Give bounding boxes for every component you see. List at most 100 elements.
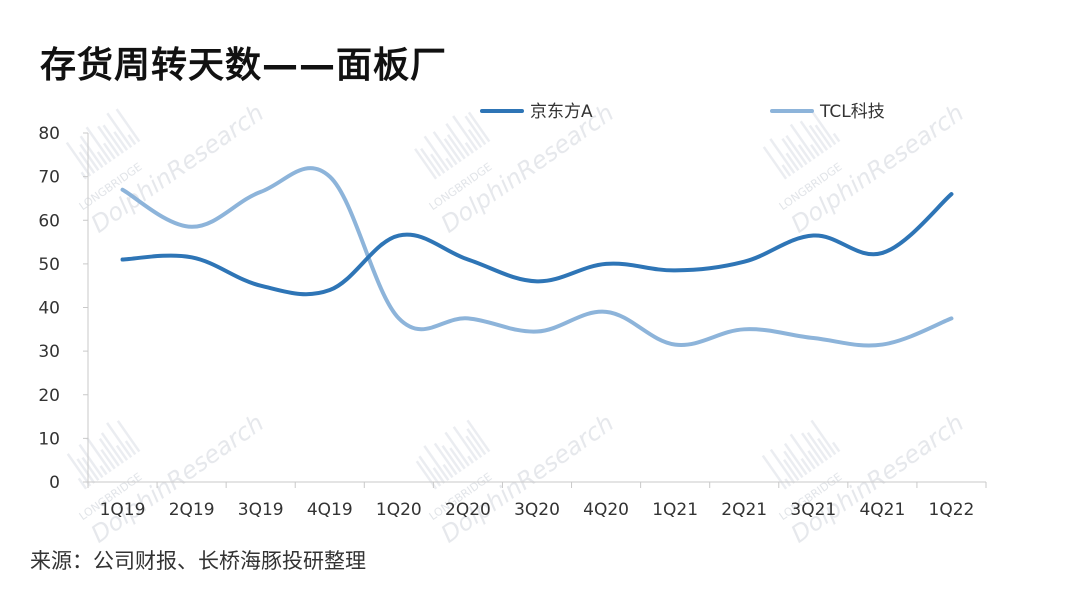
- watermark-bar: [124, 440, 137, 456]
- watermark-bar: [432, 467, 446, 484]
- x-tick-label: 2Q19: [169, 500, 215, 520]
- watermark-bar: [432, 131, 458, 166]
- y-tick-label: 30: [38, 342, 60, 362]
- y-tick-label: 60: [38, 211, 60, 231]
- watermark-bar: [789, 123, 816, 160]
- watermark-bar: [79, 135, 104, 169]
- x-tick-label: 3Q19: [238, 500, 284, 520]
- watermark-bar: [443, 138, 462, 163]
- watermark-bar: [81, 456, 100, 481]
- watermark-bar: [446, 134, 466, 160]
- watermark-bar: [102, 124, 124, 154]
- watermark-bar: [100, 448, 116, 470]
- watermark-bar: [80, 171, 88, 180]
- watermark-bar: [441, 445, 462, 473]
- watermark-bar: [100, 432, 124, 464]
- watermark-bar: [106, 112, 133, 149]
- watermark-bar: [85, 437, 112, 473]
- watermark-bar: [96, 151, 108, 166]
- watermark-bar: [445, 157, 454, 169]
- watermark-bar: [785, 134, 808, 166]
- watermark-bar: [769, 448, 796, 484]
- watermark-bar: [808, 124, 829, 151]
- x-tick-labels: 1Q19 2Q19 3Q19 4Q19 1Q20 2Q20 3Q20 4Q20 1Q21 2Q21…: [100, 500, 975, 520]
- watermark-bar: [781, 164, 792, 177]
- watermark-bar: [65, 141, 92, 177]
- x-tick-label: 3Q20: [514, 500, 560, 520]
- y-tick-labels: 0 10 20 30 40 50 60 70 80: [38, 124, 60, 493]
- source-note: 来源：公司财报、长桥海豚投研整理: [30, 549, 366, 573]
- watermark-bar: [801, 432, 824, 464]
- watermark-bar: [761, 454, 788, 490]
- watermark-bar: [799, 120, 824, 154]
- watermark-bar: [414, 148, 438, 180]
- watermark-bar: [76, 458, 96, 484]
- watermark-bar: [807, 450, 820, 467]
- watermark-bar: [430, 153, 446, 174]
- y-tick-label: 80: [38, 124, 60, 144]
- x-tick-label: 3Q21: [790, 500, 836, 520]
- legend-label: 京东方A: [530, 102, 593, 122]
- chart-title: 存货周转天数——面板厂: [40, 45, 448, 86]
- x-tick-label: 1Q21: [652, 500, 698, 520]
- y-tick-label: 20: [38, 386, 60, 406]
- watermark-bar: [420, 147, 442, 177]
- y-tick-label: 40: [38, 299, 60, 319]
- watermark-bar: [442, 463, 454, 479]
- x-tick-label: 1Q22: [929, 500, 975, 520]
- watermark-bar: [116, 420, 141, 453]
- watermark-bar: [113, 131, 129, 151]
- watermark-bar: [452, 426, 479, 461]
- x-tick-label: 2Q21: [721, 500, 767, 520]
- watermark-main-text: DolphinResearch: [786, 409, 969, 549]
- series-lines: [120, 166, 954, 348]
- watermark-bar: [445, 123, 470, 157]
- watermark-main-text: DolphinResearch: [86, 99, 269, 239]
- watermark-bar: [115, 108, 141, 143]
- watermark-bar: [433, 442, 458, 476]
- watermark-bar: [102, 142, 116, 160]
- watermark-bar: [811, 110, 837, 146]
- y-tick-label: 0: [49, 473, 60, 493]
- watermark-bar: [814, 124, 833, 149]
- watermark-bar: [79, 143, 100, 171]
- watermark-bar: [783, 442, 808, 476]
- watermark-bar: [467, 128, 483, 149]
- watermark-bar: [106, 422, 133, 459]
- watermark-bar: [78, 443, 104, 479]
- watermark-bar: [785, 152, 800, 171]
- x-tick-label: 4Q21: [859, 500, 905, 520]
- series-line-boe: [120, 192, 954, 297]
- x-tick-label: 4Q20: [583, 500, 629, 520]
- watermark-bar: [781, 137, 804, 169]
- axes: [83, 132, 987, 488]
- watermark-bar: [467, 455, 474, 464]
- x-tick-label: 4Q19: [307, 500, 353, 520]
- x-tick-label: 1Q20: [376, 500, 422, 520]
- x-tick-label: 1Q19: [100, 500, 146, 520]
- watermark-bar: [449, 447, 466, 470]
- series-line-tcl: [120, 166, 954, 348]
- watermark-bar: [418, 455, 442, 487]
- watermark-bar: [423, 445, 450, 481]
- watermark-bar: [97, 125, 120, 157]
- watermark-bar: [817, 437, 833, 459]
- watermark-bar: [466, 428, 487, 456]
- watermark-bar: [810, 419, 837, 456]
- watermark-bar: [466, 419, 491, 453]
- watermark-bar: [832, 132, 841, 143]
- legend: 京东方A TCL科技: [480, 102, 885, 122]
- watermark-bar: [99, 465, 108, 476]
- watermark-bar: [789, 433, 816, 470]
- watermark-bar: [831, 441, 841, 453]
- watermark-bar: [77, 477, 88, 490]
- watermark-bar: [98, 437, 120, 467]
- watermark-bar: [78, 151, 96, 174]
- watermark-bar: [769, 138, 796, 174]
- watermark-bar: [444, 431, 470, 467]
- watermark-bar: [783, 450, 804, 479]
- watermark-bar: [66, 453, 92, 487]
